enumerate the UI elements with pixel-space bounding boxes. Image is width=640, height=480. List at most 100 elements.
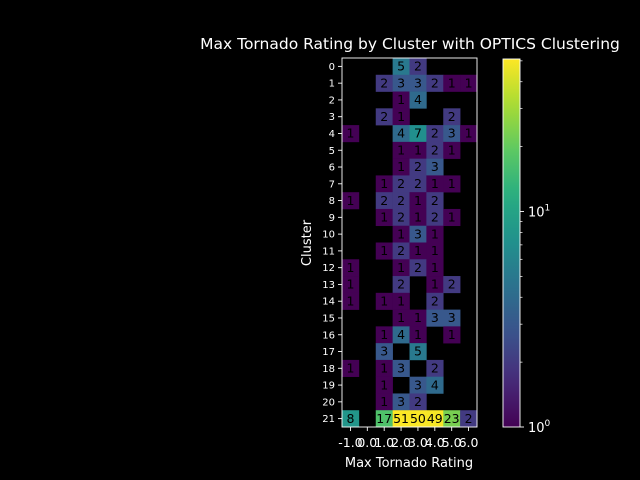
cell-value-label: 1 [448,176,456,191]
cell-value-label: 2 [431,193,439,208]
x-tick-label: 3.0 [408,435,428,450]
cell-value-label: 2 [414,59,422,74]
cell-value-label: 5 [414,344,422,359]
heatmap-cell [426,74,444,92]
cell-value-label: 1 [431,226,439,241]
heatmap-cell [375,326,393,344]
cell-value-label: 1 [346,293,354,308]
cell-value-label: 1 [414,193,422,208]
y-tick-label: 3 [329,112,335,123]
heatmap-cell [409,309,427,327]
cell-value-label: 2 [397,277,405,292]
heatmap-cell [409,343,427,361]
heatmap-cell [409,58,427,76]
cell-value-label: 49 [427,411,443,426]
heatmap-cell [409,192,427,210]
heatmap-cell [375,376,393,394]
cell-value-label: 17 [376,411,392,426]
cell-value-label: 3 [448,126,456,141]
cell-value-label: 2 [448,277,456,292]
cell-value-label: 8 [346,411,354,426]
y-tick-label: 14 [322,297,335,308]
heatmap-cell [409,141,427,159]
cell-value-label: 1 [397,260,405,275]
cell-value-label: 1 [380,394,388,409]
cell-value-label: 3 [397,75,405,90]
y-tick-label: 20 [322,397,335,408]
colorbar-ticks: 100 101 [520,60,551,436]
cell-value-label: 2 [414,159,422,174]
cell-value-label: 1 [380,327,388,342]
cell-value-label: 2 [397,176,405,191]
heatmap-cell [443,326,461,344]
cell-value-label: 3 [380,344,388,359]
cell-value-label: 3 [431,159,439,174]
cell-value-label: 2 [414,260,422,275]
y-tick-label: 6 [329,163,335,174]
heatmap-cell [392,410,410,428]
heatmap-cell [392,208,410,227]
x-tick-label: 0.0 [357,435,377,450]
heatmap-cell [392,158,410,176]
heatmap-cell [375,192,393,210]
y-tick-label: 16 [322,330,335,341]
heatmap-cell [426,141,444,159]
cell-value-label: 1 [380,243,388,258]
cell-value-label: 3 [414,75,422,90]
heatmap-cell [426,359,444,377]
heatmap-cell [392,108,410,126]
y-tick-label: 15 [322,313,335,324]
heatmap-cell [375,74,393,92]
cell-value-label: 2 [414,394,422,409]
cell-value-label: 4 [397,327,405,342]
heatmap-cell [443,74,461,92]
heatmap-cell [392,326,410,344]
heatmap-cell [426,410,444,428]
x-axis-label: Max Tornado Rating [345,456,473,471]
heatmap-cell [426,309,444,327]
colorbar-tick-label: 101 [528,203,550,220]
cell-value-label: 1 [397,92,405,107]
heatmap-cell [426,125,444,143]
heatmap-cell [392,259,410,277]
heatmap-cell [426,192,444,210]
cell-value-label: 1 [397,226,405,241]
heatmap-cell [409,74,427,92]
y-tick-label: 10 [322,230,335,241]
heatmap-cell [392,192,410,210]
heatmap-cell [443,309,461,327]
cell-value-label: 7 [414,126,422,141]
y-tick-label: 19 [322,381,335,392]
heatmap-cell [443,410,461,428]
heatmap-cell [409,326,427,344]
y-tick-label: 8 [329,196,335,207]
heatmap-cell [426,158,444,176]
y-tick-label: 7 [329,179,335,190]
cell-value-label: 50 [410,411,426,426]
colorbar-tick-label: 100 [528,419,551,436]
cell-value-label: 1 [448,142,456,157]
cell-value-label: 2 [431,126,439,141]
heatmap-cell [392,141,410,159]
heatmap-cell [426,259,444,277]
heatmap-cell [342,410,360,428]
cell-value-label: 1 [414,243,422,258]
heatmap-cell [392,175,410,193]
cell-value-label: 2 [380,193,388,208]
cell-value-label: 1 [414,210,422,225]
heatmap-cell [375,208,393,227]
x-tick-label: 6.0 [459,435,479,450]
cell-value-label: 2 [397,193,405,208]
cell-value-label: 2 [414,176,422,191]
cell-value-label: 3 [397,394,405,409]
cell-value-label: 1 [431,260,439,275]
heatmap-cell [409,158,427,176]
heatmap-cell [426,225,444,243]
cell-value-label: 1 [397,142,405,157]
cell-value-label: 1 [448,210,456,225]
cell-value-label: 1 [431,243,439,258]
heatmap-cell [443,276,461,294]
heatmap-cell [392,309,410,327]
x-tick-label: 2.0 [391,435,411,450]
heatmap-cell [409,393,427,411]
